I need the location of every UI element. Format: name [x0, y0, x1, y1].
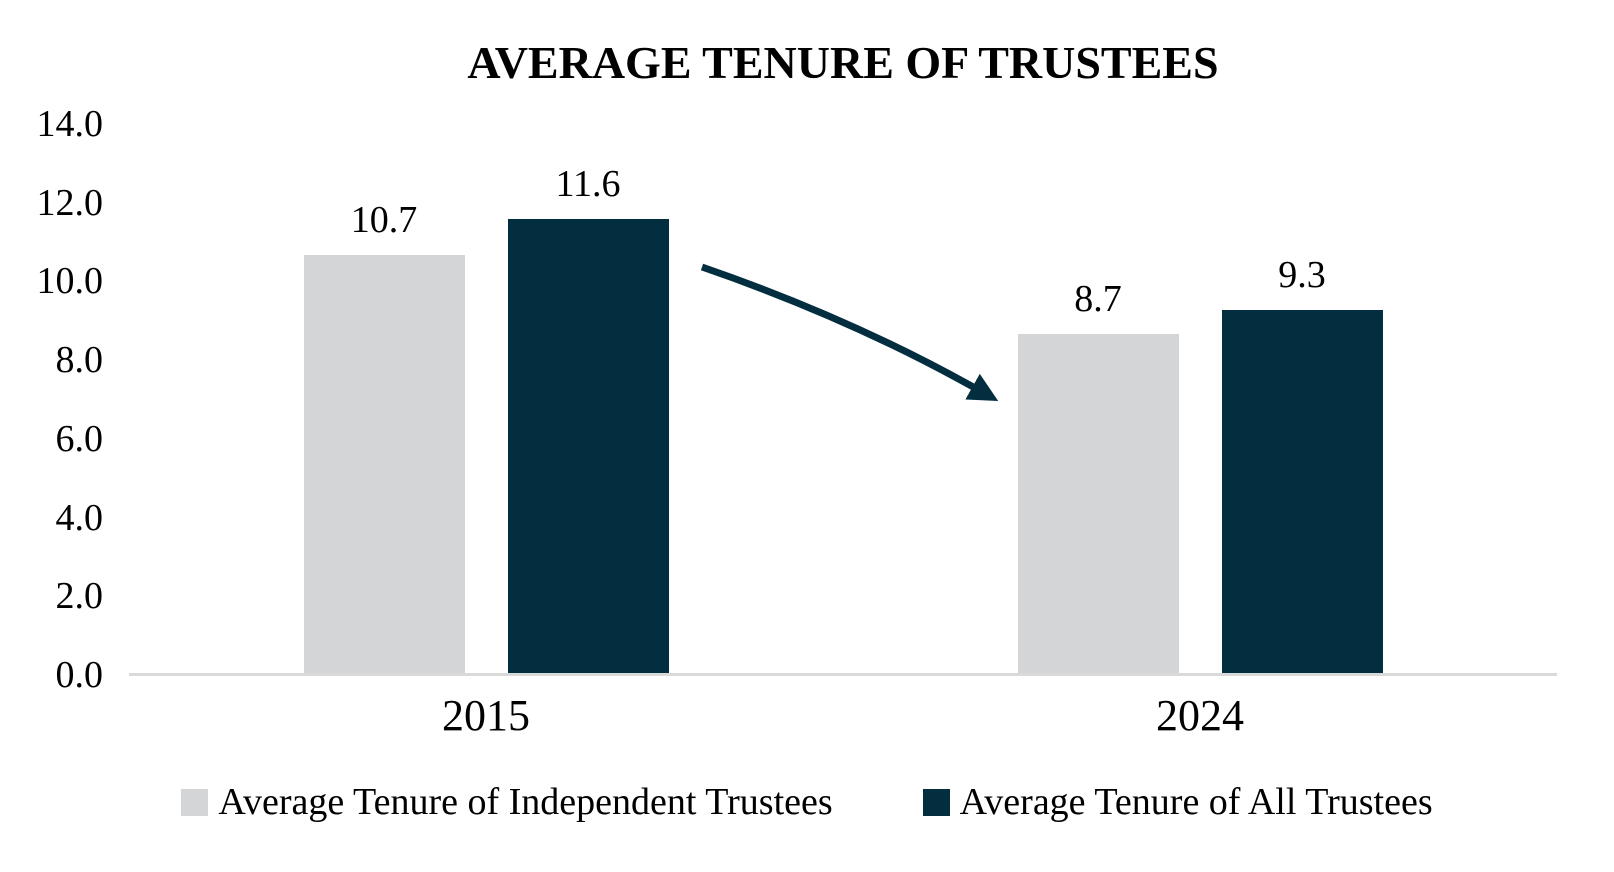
legend-swatch-icon	[922, 789, 950, 817]
y-tick-label: 0.0	[55, 654, 104, 696]
legend-label: Average Tenure of Independent Trustees	[218, 781, 833, 823]
bar-independent-2015	[303, 254, 465, 676]
y-tick-label: 6.0	[55, 417, 104, 460]
x-axis-line	[129, 673, 1557, 676]
bar-all-2024	[1221, 309, 1383, 676]
legend-swatch-icon	[181, 789, 209, 817]
bar-value-label: 9.3	[1278, 253, 1326, 296]
y-tick-label: 10.0	[36, 260, 104, 303]
chart-title: AVERAGE TENURE OF TRUSTEES	[467, 37, 1219, 88]
bar-independent-2024	[1017, 333, 1179, 676]
bar-all-2015	[507, 219, 669, 676]
y-tick-label: 12.0	[36, 181, 104, 224]
legend-item-all-trustees: Average Tenure of All Trustees	[922, 780, 1433, 826]
y-tick-label: 2.0	[55, 575, 104, 618]
bar-value-label: 10.7	[350, 198, 418, 241]
category-label-2024: 2024	[1156, 691, 1244, 740]
bar-value-label: 11.6	[555, 163, 621, 206]
category-label-2015: 2015	[442, 691, 530, 740]
y-tick-label: 4.0	[55, 496, 104, 539]
bar-value-label: 8.7	[1074, 277, 1122, 320]
y-tick-label: 14.0	[36, 102, 104, 145]
chart-legend: Average Tenure of Independent Trustees Av…	[0, 780, 1614, 826]
legend-item-independent-trustees: Average Tenure of Independent Trustees	[181, 780, 833, 826]
legend-label: Average Tenure of All Trustees	[959, 781, 1433, 823]
y-tick-label: 8.0	[55, 339, 104, 382]
